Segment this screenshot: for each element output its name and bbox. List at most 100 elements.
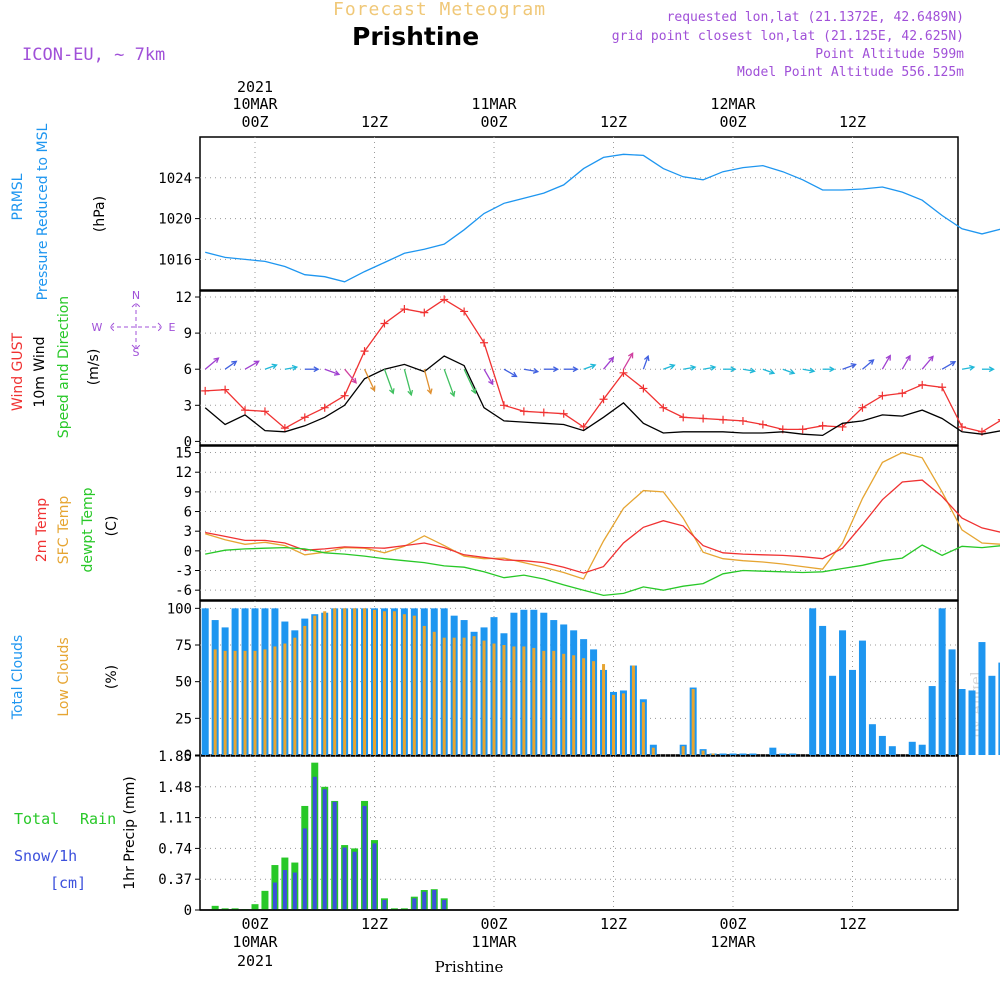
label-wind-gust: Wind GUST xyxy=(10,332,26,411)
gust-marker xyxy=(420,308,429,317)
wind-arrow xyxy=(503,368,517,377)
low-cloud-bar xyxy=(263,649,267,755)
wind-arrow xyxy=(642,355,649,370)
prmsl-line xyxy=(205,153,1000,283)
bottom-time-label: 12Z xyxy=(600,915,627,933)
wind-arrow-head xyxy=(351,377,357,384)
y-tick-label: -3 xyxy=(175,564,192,580)
bottom-time-label: 12Z xyxy=(839,915,866,933)
bottom-time-label: 00Z xyxy=(241,915,268,933)
top-time-label: 00Z xyxy=(241,113,268,131)
wind-arrow xyxy=(523,368,538,373)
gust-marker xyxy=(818,421,827,430)
label-total: Total xyxy=(14,810,59,828)
snow-bar xyxy=(312,776,317,910)
rain-bar xyxy=(231,908,239,910)
low-cloud-bar xyxy=(303,625,307,755)
top-year-label: 2021 xyxy=(237,78,273,96)
gust-marker xyxy=(280,424,289,433)
total-cloud-bar xyxy=(938,608,946,755)
wind-arrow-head xyxy=(389,388,395,395)
snow-bar xyxy=(382,900,387,910)
wind-arrow-head xyxy=(532,368,540,374)
snow-bar xyxy=(342,847,347,910)
total-cloud-bar xyxy=(789,753,797,755)
top-time-label: 12Z xyxy=(600,113,627,131)
snow-bar xyxy=(292,872,297,910)
gust-line xyxy=(205,298,1000,433)
snow-bar xyxy=(422,891,427,910)
snow-bar xyxy=(362,805,367,910)
gust-marker xyxy=(360,347,369,356)
wind-arrow xyxy=(961,366,975,370)
wind-arrow-head xyxy=(749,367,756,374)
total-cloud-bar xyxy=(878,735,886,755)
wind-arrow xyxy=(583,364,596,370)
wind-arrow-head xyxy=(407,389,414,397)
wind-arrow xyxy=(463,368,476,394)
total-cloud-bar xyxy=(988,675,996,755)
total-cloud-bar xyxy=(968,690,976,755)
gust-marker xyxy=(320,403,329,412)
wind-arrow xyxy=(683,366,696,370)
wind-arrow-head xyxy=(449,390,456,398)
low-cloud-bar xyxy=(512,646,516,755)
total-cloud-bar xyxy=(998,662,1000,755)
y-tick-label: 3 xyxy=(184,398,192,414)
top-time-label: 00Z xyxy=(719,113,746,131)
wind-arrow-head xyxy=(572,366,579,373)
wind-arrow xyxy=(423,369,432,394)
low-cloud-bar xyxy=(552,650,556,755)
y-tick-label: 0 xyxy=(184,544,192,560)
y-tick-label: 1024 xyxy=(158,171,192,187)
y-tick-label: 12 xyxy=(175,465,192,481)
wind-arrow-head xyxy=(333,370,341,376)
low-cloud-bar xyxy=(452,637,456,755)
wind-arrow-head xyxy=(271,363,278,370)
low-cloud-bar xyxy=(502,645,506,755)
label-total-clouds: Total Clouds xyxy=(10,635,26,720)
gust-marker xyxy=(400,305,409,314)
total-cloud-bar xyxy=(918,744,926,755)
low-cloud-bar xyxy=(293,637,297,755)
compass-east: E xyxy=(169,321,176,334)
header-subtitle: Forecast Meteogram xyxy=(333,0,547,20)
bottom-time-label: 00Z xyxy=(480,915,507,933)
wind-arrow-head xyxy=(968,364,976,371)
total-cloud-bar xyxy=(729,753,737,755)
low-cloud-bar xyxy=(631,665,635,755)
low-cloud-bar xyxy=(432,631,436,755)
sfc-temp-line xyxy=(205,451,1000,580)
total-cloud-bar xyxy=(839,630,847,755)
total-cloud-bar xyxy=(858,640,866,755)
wind-arrow-head xyxy=(885,354,891,361)
total-cloud-bar xyxy=(749,753,757,755)
wind-arrow xyxy=(324,368,340,376)
low-cloud-bar xyxy=(402,614,406,755)
wind-arrow-head xyxy=(608,356,615,363)
wind-arrow-head xyxy=(511,371,518,378)
low-cloud-bar xyxy=(283,643,287,755)
low-cloud-bar xyxy=(691,689,695,755)
low-cloud-bar xyxy=(333,608,337,755)
total-cloud-bar xyxy=(809,608,817,755)
wind-arrow-head xyxy=(213,357,220,363)
wind-arrow xyxy=(842,363,856,370)
rain-bar xyxy=(390,908,398,910)
label-snow: Snow/1h xyxy=(14,847,77,865)
gust-marker xyxy=(201,386,210,395)
low-cloud-bar xyxy=(532,647,536,755)
point-altitude: Point Altitude 599m xyxy=(815,47,964,62)
low-cloud-bar xyxy=(472,636,476,755)
low-cloud-bar xyxy=(621,693,625,755)
rain-bar xyxy=(400,908,408,910)
label-prmsl: PRMSL xyxy=(10,173,26,220)
snow-bar xyxy=(272,882,277,910)
gust-marker xyxy=(480,338,489,347)
wind-arrow xyxy=(224,360,237,370)
wind-arrow xyxy=(703,366,716,370)
wind-arrow xyxy=(244,360,259,370)
compass-north: N xyxy=(132,289,140,302)
